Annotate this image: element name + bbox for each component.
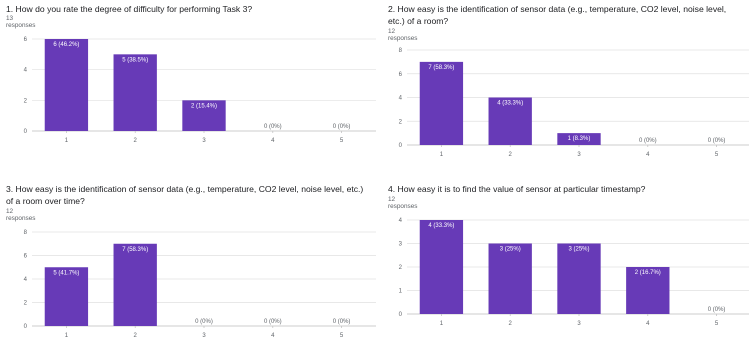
chart-2-data-label: 0 (0%) <box>708 138 726 144</box>
chart-1-bar-1 <box>44 39 89 131</box>
chart-1-bar-2 <box>113 54 157 131</box>
chart-1-y-tick-label: 2 <box>24 98 28 104</box>
chart-1-bar-3 <box>182 100 226 131</box>
chart-3-data-label: 5 (41.7%) <box>53 270 79 276</box>
chart-4-subtitle: 12 responses <box>388 196 418 210</box>
chart-3-y-tick-label: 0 <box>24 324 28 330</box>
chart-3-y-tick-label: 8 <box>24 230 28 236</box>
chart-3-y-tick-label: 2 <box>24 301 28 307</box>
chart-3-data-label: 0 (0%) <box>333 319 351 325</box>
chart-4-data-label: 3 (25%) <box>500 247 521 253</box>
chart-1-data-label: 5 (38.5%) <box>122 57 148 63</box>
chart-2-y-tick-label: 0 <box>399 143 403 149</box>
chart-4-data-label: 4 (33.3%) <box>428 223 454 229</box>
chart-1-subtitle: 13 responses <box>6 15 36 29</box>
chart-2-svg: 0 2 4 6 8 7 (58.3%) 1 4 (33.3%) 2 1 (8.3%) 3 0 (0%)… <box>399 48 749 158</box>
chart-4-x-tick-label: 1 <box>440 321 444 327</box>
chart-1-data-label: 2 (15.4%) <box>191 103 217 109</box>
chart-1-y-tick-label: 4 <box>24 68 28 74</box>
chart-2-x-tick-label: 3 <box>577 152 581 158</box>
chart-2-x-tick-label: 1 <box>440 152 444 158</box>
chart-2-y-tick-label: 2 <box>399 119 403 125</box>
chart-4-x-tick-label: 2 <box>509 321 513 327</box>
chart-2-title: 2. How easy is the identification of sen… <box>388 4 727 26</box>
chart-4-y-tick-label: 3 <box>399 242 403 248</box>
chart-4-bar-1 <box>419 220 464 314</box>
chart-2-x-tick-label: 2 <box>509 152 513 158</box>
chart-1-y-tick-label: 6 <box>24 37 28 43</box>
chart-2-bar-2 <box>488 97 532 145</box>
chart-4-bar-2 <box>488 243 532 314</box>
chart-1-x-tick-label: 4 <box>271 138 275 144</box>
chart-1-x-tick-label: 2 <box>134 138 138 144</box>
chart-4-y-tick-label: 4 <box>399 218 403 224</box>
chart-3-subtitle: 12 responses <box>6 208 36 222</box>
chart-4-y-tick-label: 1 <box>399 289 403 295</box>
chart-4-title: 4. How easy it is to find the value of s… <box>388 184 646 194</box>
chart-4-svg: 0 1 2 3 4 4 (33.3%) 1 3 (25%) 2 3 (25%) 3 2 (16.7%)… <box>399 218 749 327</box>
chart-2-y-tick-label: 8 <box>399 48 403 54</box>
chart-2-y-tick-label: 4 <box>399 96 403 102</box>
chart-4-data-label: 2 (16.7%) <box>635 270 661 276</box>
chart-1-data-label: 0 (0%) <box>333 124 351 130</box>
chart-2-y-tick-label: 6 <box>399 72 403 78</box>
chart-3-x-tick-label: 4 <box>271 333 275 337</box>
chart-3-data-label: 0 (0%) <box>264 319 282 325</box>
chart-1-x-tick-label: 3 <box>202 138 206 144</box>
chart-1-x-tick-label: 1 <box>65 138 69 144</box>
chart-3-x-tick-label: 3 <box>202 333 206 337</box>
chart-4-data-label: 3 (25%) <box>568 247 589 253</box>
chart-2-x-tick-label: 4 <box>646 152 650 158</box>
chart-3-data-label: 7 (58.3%) <box>122 247 148 253</box>
chart-4-x-tick-label: 3 <box>577 321 581 327</box>
chart-4-x-tick-label: 5 <box>715 321 719 327</box>
chart-3-bar-2 <box>113 243 157 326</box>
chart-1-svg: 0 2 4 6 6 (46.2%) 1 5 (38.5%) 2 2 (15.4%) 3 0 (0%)… <box>24 37 376 144</box>
chart-2-bar-3 <box>557 133 601 145</box>
chart-1-title: 1. How do you rate the degree of difficu… <box>6 4 253 14</box>
chart-2-data-label: 1 (8.3%) <box>568 136 591 142</box>
chart-2-x-tick-label: 5 <box>715 152 719 158</box>
chart-3-svg: 0 2 4 6 8 5 (41.7%) 1 7 (58.3%) 2 0 (0%) 3 0 (0%) 4 0… <box>24 230 376 337</box>
chart-2-data-label: 4 (33.3%) <box>497 101 523 107</box>
chart-3-x-tick-label: 5 <box>340 333 344 337</box>
chart-1-x-tick-label: 5 <box>340 138 344 144</box>
chart-2-bar-1 <box>419 61 464 145</box>
chart-4-y-tick-label: 0 <box>399 312 403 318</box>
chart-2-data-label: 7 (58.3%) <box>428 65 454 71</box>
chart-3-y-tick-label: 6 <box>24 254 28 260</box>
chart-4-x-tick-label: 4 <box>646 321 650 327</box>
chart-3-bar-1 <box>44 267 89 326</box>
chart-3-y-tick-label: 4 <box>24 277 28 283</box>
chart-4-y-tick-label: 2 <box>399 265 403 271</box>
chart-4-bar-4 <box>626 267 670 314</box>
chart-3-x-tick-label: 2 <box>134 333 138 337</box>
chart-2-data-label: 0 (0%) <box>639 138 657 144</box>
chart-4-bar-3 <box>557 243 601 314</box>
chart-1-y-tick-label: 0 <box>24 129 28 135</box>
chart-3-title: 3. How easy is the identification of sen… <box>6 184 364 206</box>
chart-2-subtitle: 12 responses <box>388 28 418 42</box>
chart-3-x-tick-label: 1 <box>65 333 69 337</box>
chart-1-data-label: 0 (0%) <box>264 124 282 130</box>
chart-1-data-label: 6 (46.2%) <box>53 42 79 48</box>
chart-4-data-label: 0 (0%) <box>708 307 726 313</box>
chart-3-data-label: 0 (0%) <box>195 319 213 325</box>
